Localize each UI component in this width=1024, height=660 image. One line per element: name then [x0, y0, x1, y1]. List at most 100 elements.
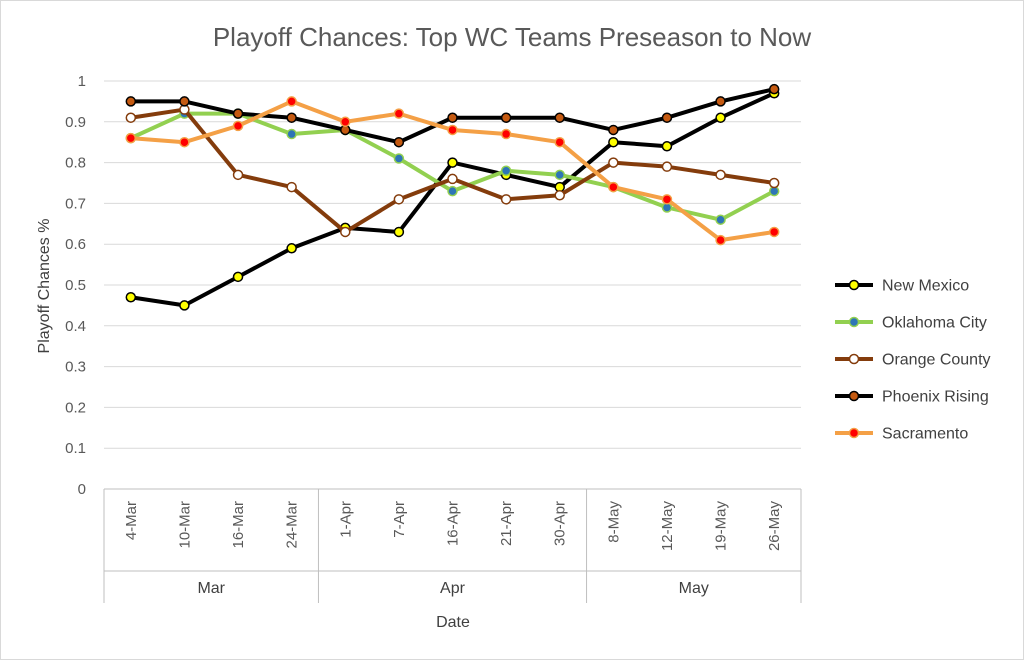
data-point — [286, 96, 297, 107]
data-point — [661, 112, 673, 123]
data-point — [393, 194, 405, 205]
y-tick-label: 1 — [78, 73, 86, 90]
x-tick-label: 30-Apr — [552, 501, 569, 546]
x-tick-label: 21-Apr — [498, 501, 515, 546]
data-point — [447, 157, 458, 168]
y-axis-ticks: 0 0.1 0.2 0.3 0.4 0.5 0.6 0.7 0.8 0.9 1 — [65, 73, 86, 498]
legend-label: Orange County — [882, 352, 991, 369]
data-point — [340, 226, 351, 238]
series-group — [125, 96, 780, 246]
data-point — [554, 169, 565, 181]
legend-label: New Mexico — [882, 278, 969, 295]
data-point — [608, 157, 619, 168]
data-point — [447, 185, 458, 197]
y-tick-label: 0.8 — [65, 155, 86, 172]
data-point — [232, 108, 244, 119]
legend-label: Sacramento — [882, 426, 968, 443]
data-point — [608, 124, 619, 136]
data-point — [554, 136, 565, 148]
y-tick-label: 0.9 — [65, 114, 86, 131]
x-tick-label: 10-Mar — [176, 501, 193, 549]
data-point — [340, 116, 351, 128]
data-point — [554, 189, 565, 201]
legend: New Mexico Oklahoma City Orange County Phoe… — [835, 278, 991, 443]
data-point — [447, 173, 458, 185]
group-label: May — [679, 580, 709, 597]
data-point — [661, 194, 673, 205]
x-axis: 4-Mar 10-Mar 16-Mar 24-Mar 1-Apr 7-Apr 16-Apr 2… — [103, 488, 802, 603]
data-point — [447, 112, 458, 123]
legend-item: Phoenix Rising — [835, 389, 989, 406]
legend-label: Oklahoma City — [882, 315, 987, 332]
data-point — [286, 181, 297, 193]
data-point — [179, 136, 190, 148]
data-point — [125, 112, 137, 123]
data-point — [286, 112, 297, 123]
data-point — [232, 169, 244, 181]
data-point — [125, 291, 137, 303]
x-tick-label: 12-May — [659, 501, 676, 552]
legend-label: Phoenix Rising — [882, 389, 989, 406]
data-point — [661, 141, 673, 152]
y-tick-label: 0.4 — [65, 318, 86, 335]
series-lines — [125, 83, 780, 311]
group-label: Mar — [197, 580, 225, 597]
legend-marker — [848, 279, 860, 291]
legend-marker — [848, 390, 860, 402]
data-point — [500, 165, 512, 177]
x-tick-label: 16-Apr — [445, 501, 462, 546]
data-point — [500, 112, 512, 123]
y-tick-label: 0.5 — [65, 277, 86, 294]
y-tick-label: 0.7 — [65, 195, 86, 212]
data-point — [393, 108, 405, 119]
data-point — [125, 96, 137, 107]
legend-item: Oklahoma City — [835, 315, 987, 332]
data-point — [393, 226, 405, 238]
y-tick-label: 0.3 — [65, 359, 86, 376]
y-tick-label: 0 — [78, 481, 86, 498]
legend-item: Orange County — [835, 352, 991, 369]
data-point — [393, 136, 405, 148]
series-group — [125, 104, 780, 238]
x-tick-label: 19-May — [713, 501, 730, 552]
legend-item: Sacramento — [835, 426, 968, 443]
data-point — [768, 83, 780, 95]
y-tick-label: 0.2 — [65, 399, 86, 416]
x-tick-label: 26-May — [766, 501, 783, 552]
data-point — [715, 169, 726, 181]
data-point — [500, 128, 512, 140]
data-point — [232, 271, 244, 283]
y-tick-label: 0.1 — [65, 440, 86, 457]
data-point — [125, 132, 137, 144]
data-point — [715, 234, 726, 246]
y-axis-title: Playoff Chances % — [36, 219, 53, 354]
data-point — [393, 153, 405, 164]
data-point — [179, 96, 190, 107]
data-point — [554, 112, 565, 123]
data-point — [715, 112, 726, 123]
legend-marker — [848, 427, 860, 439]
data-point — [608, 181, 619, 193]
chart-title: Playoff Chances: Top WC Teams Preseason … — [213, 22, 812, 52]
legend-item: New Mexico — [835, 278, 969, 295]
x-tick-label: 4-Mar — [123, 501, 140, 540]
legend-marker — [848, 353, 860, 365]
data-point — [715, 214, 726, 225]
data-point — [768, 177, 780, 189]
x-axis-title: Date — [436, 614, 470, 631]
data-point — [447, 124, 458, 136]
data-point — [232, 120, 244, 132]
x-tick-label: 24-Mar — [284, 501, 301, 549]
data-point — [608, 136, 619, 148]
x-tick-label: 8-May — [605, 501, 622, 543]
data-point — [179, 300, 190, 311]
data-point — [500, 194, 512, 205]
series-group — [125, 83, 780, 148]
group-label: Apr — [440, 580, 466, 597]
x-tick-label: 16-Mar — [230, 501, 247, 549]
data-point — [715, 96, 726, 107]
legend-marker — [848, 316, 860, 328]
x-tick-label: 1-Apr — [337, 501, 354, 538]
